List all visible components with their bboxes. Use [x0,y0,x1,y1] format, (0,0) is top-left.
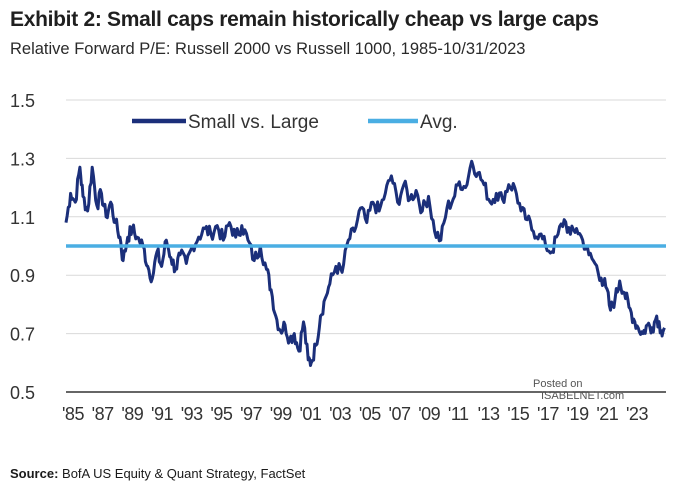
y-tick-label: 0.7 [10,325,35,345]
x-tick-label: '93 [181,404,203,424]
chart-title: Exhibit 2: Small caps remain historicall… [10,8,599,31]
chart-subtitle: Relative Forward P/E: Russell 2000 vs Ru… [10,40,526,58]
x-tick-label: '11 [448,404,469,424]
x-tick-label: '07 [389,404,411,424]
legend-label-avg: Avg. [420,112,458,133]
x-tick-label: '05 [359,404,381,424]
x-tick-label: '15 [507,404,529,424]
x-tick-label: '09 [418,404,440,424]
x-tick-label: '03 [329,404,351,424]
watermark: Posted on ISABELNET.com [533,378,624,402]
series-line-small-vs-large [64,159,666,367]
y-tick-label: 1.3 [10,149,35,169]
y-tick-label: 0.9 [10,266,35,286]
source-note: Source: BofA US Equity & Quant Strategy,… [10,466,305,481]
x-tick-label: '99 [270,404,292,424]
source-label: Source: [10,466,59,481]
watermark-line1: Posted on [533,378,583,390]
x-tick-label: '91 [151,404,173,424]
watermark-line2: ISABELNET.com [541,390,625,402]
x-tick-label: '17 [537,404,559,424]
y-tick-label: 0.5 [10,383,35,403]
y-tick-label: 1.5 [10,91,35,111]
x-tick-label: '85 [62,404,84,424]
x-tick-label: '21 [596,404,618,424]
x-tick-label: '95 [210,404,232,424]
source-text: BofA US Equity & Quant Strategy, FactSet [62,466,306,481]
x-tick-label: '01 [299,404,321,424]
x-tick-label: '89 [121,404,143,424]
y-tick-label: 1.1 [10,208,35,228]
x-tick-label: '97 [240,404,262,424]
x-tick-label: '13 [478,404,500,424]
legend-label-small-vs-large: Small vs. Large [188,112,319,133]
x-tick-label: '19 [567,404,589,424]
x-tick-label: '87 [92,404,114,424]
x-tick-label: '23 [626,404,648,424]
